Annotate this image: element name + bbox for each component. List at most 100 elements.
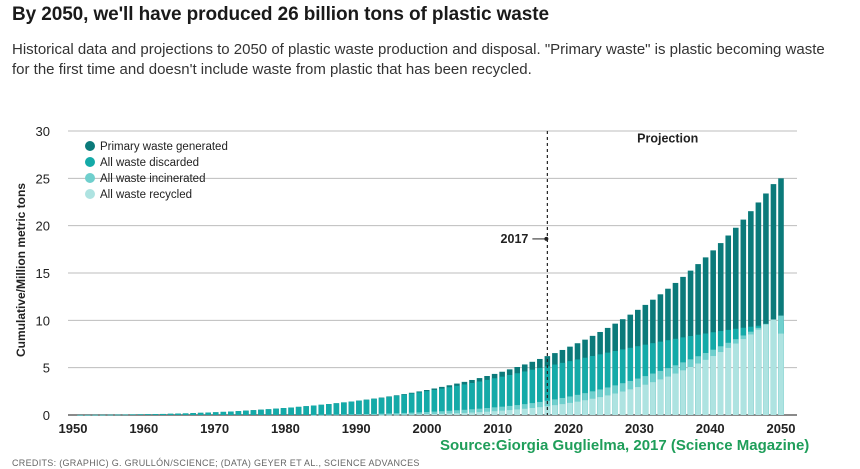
bar-all-waste-recycled bbox=[559, 404, 566, 415]
x-tick-label: 2050 bbox=[767, 421, 796, 436]
bar-all-waste-recycled bbox=[604, 395, 611, 415]
bar-all-waste-recycled bbox=[763, 324, 769, 415]
y-tick-label: 10 bbox=[36, 313, 50, 328]
bar-all-waste-incinerated bbox=[491, 407, 498, 415]
bar-all-waste-discarded bbox=[574, 359, 581, 415]
bar-all-waste-recycled bbox=[461, 412, 468, 415]
bar-all-waste-discarded bbox=[378, 397, 385, 415]
bar-all-waste-discarded bbox=[567, 361, 573, 415]
bar-all-waste-incinerated bbox=[401, 412, 407, 415]
bar-all-waste-recycled bbox=[725, 347, 732, 415]
bar-all-waste-incinerated bbox=[371, 413, 377, 415]
bar-all-waste-recycled bbox=[521, 408, 528, 415]
bar-all-waste-discarded bbox=[552, 364, 558, 415]
bar-all-waste-discarded bbox=[514, 373, 520, 415]
legend-label: All waste discarded bbox=[100, 157, 199, 169]
bar-all-waste-discarded bbox=[145, 414, 151, 415]
bar-all-waste-incinerated bbox=[356, 414, 362, 415]
bar-all-waste-recycled bbox=[582, 400, 588, 415]
bar-all-waste-discarded bbox=[491, 378, 498, 415]
bar-all-waste-discarded bbox=[190, 413, 196, 415]
bar-primary-waste-generated bbox=[725, 235, 732, 415]
bar-all-waste-discarded bbox=[182, 413, 189, 415]
bar-all-waste-recycled bbox=[484, 411, 490, 415]
bar-all-waste-recycled bbox=[589, 398, 596, 415]
bar-all-waste-recycled bbox=[635, 387, 641, 415]
bar-primary-waste-generated bbox=[740, 219, 747, 415]
bar-all-waste-discarded bbox=[310, 405, 317, 415]
bar-all-waste-recycled bbox=[439, 413, 445, 415]
bar-all-waste-discarded bbox=[582, 357, 588, 415]
y-tick-label: 30 bbox=[36, 124, 50, 139]
bar-all-waste-discarded bbox=[408, 393, 415, 415]
y-axis-label: Cumulative/Million metric tons bbox=[14, 183, 28, 357]
bar-all-waste-discarded bbox=[559, 362, 566, 415]
bar-primary-waste-generated bbox=[770, 184, 777, 415]
legend: Primary waste generated All waste discard… bbox=[85, 141, 228, 201]
bar-all-waste-discarded bbox=[612, 351, 618, 415]
bar-all-waste-discarded bbox=[401, 394, 407, 415]
bar-all-waste-discarded bbox=[446, 387, 453, 415]
annotation-pointer-dot bbox=[544, 236, 549, 241]
bar-all-waste-discarded bbox=[356, 400, 362, 415]
bar-all-waste-recycled bbox=[702, 359, 709, 415]
bar-all-waste-discarded bbox=[303, 406, 309, 415]
bar-all-waste-discarded bbox=[205, 412, 211, 415]
bar-all-waste-recycled bbox=[627, 389, 634, 415]
bar-all-waste-recycled bbox=[597, 397, 603, 415]
bar-all-waste-recycled bbox=[740, 339, 747, 415]
bar-all-waste-discarded bbox=[589, 356, 596, 415]
x-tick-labels: 1950 1960 1970 1980 1990 2000 2010 2020 2030 2040… bbox=[59, 421, 796, 436]
bar-all-waste-discarded bbox=[122, 414, 129, 416]
bar-all-waste-incinerated bbox=[431, 411, 438, 415]
bar-all-waste-discarded bbox=[250, 410, 257, 415]
bar-all-waste-recycled bbox=[454, 413, 460, 415]
bar-all-waste-discarded bbox=[416, 392, 423, 415]
bar-all-waste-incinerated bbox=[378, 413, 385, 415]
bar-all-waste-discarded bbox=[258, 409, 264, 415]
bar-all-waste-discarded bbox=[107, 414, 114, 416]
bar-all-waste-incinerated bbox=[310, 414, 317, 416]
y-tick-labels: 0 5 10 15 20 25 30 bbox=[36, 124, 50, 423]
bar-all-waste-discarded bbox=[521, 371, 528, 415]
bar-all-waste-recycled bbox=[665, 376, 671, 415]
legend-swatch bbox=[85, 189, 95, 199]
bar-all-waste-discarded bbox=[604, 352, 611, 415]
bar-all-waste-incinerated bbox=[484, 407, 490, 415]
source-note: Source:Giorgia Guglielma, 2017 (Science … bbox=[440, 437, 810, 454]
bar-all-waste-incinerated bbox=[408, 412, 415, 415]
bar-all-waste-discarded bbox=[386, 396, 392, 415]
bar-all-waste-discarded bbox=[348, 401, 355, 415]
x-tick-label: 2030 bbox=[625, 421, 654, 436]
bar-all-waste-discarded bbox=[152, 414, 159, 415]
bar-all-waste-discarded bbox=[197, 412, 204, 415]
bar-all-waste-recycled bbox=[574, 401, 581, 415]
y-tick-label: 15 bbox=[36, 266, 50, 281]
projection-label: Projection bbox=[637, 132, 698, 146]
y-tick-label: 0 bbox=[43, 408, 50, 423]
bar-all-waste-discarded bbox=[469, 383, 475, 415]
credits-note: CREDITS: (GRAPHIC) G. GRULLÓN/SCIENCE; (… bbox=[12, 458, 420, 468]
bar-all-waste-discarded bbox=[371, 398, 377, 415]
bar-all-waste-discarded bbox=[529, 369, 536, 415]
bar-all-waste-incinerated bbox=[423, 411, 430, 415]
bar-all-waste-recycled bbox=[446, 413, 453, 415]
bar-all-waste-recycled bbox=[612, 393, 618, 415]
legend-swatch bbox=[85, 141, 95, 151]
x-tick-label: 2000 bbox=[413, 421, 442, 436]
x-tick-label: 1990 bbox=[342, 421, 371, 436]
legend-label: All waste recycled bbox=[100, 189, 192, 201]
bar-primary-waste-generated bbox=[748, 211, 754, 415]
bar-all-waste-discarded bbox=[160, 413, 166, 415]
bar-all-waste-discarded bbox=[235, 411, 242, 415]
bar-all-waste-recycled bbox=[657, 379, 664, 415]
bar-all-waste-discarded bbox=[484, 379, 490, 415]
bar-all-waste-discarded bbox=[341, 402, 347, 415]
bar-all-waste-incinerated bbox=[363, 414, 370, 415]
x-tick-label: 2020 bbox=[554, 421, 583, 436]
bar-all-waste-incinerated bbox=[416, 412, 423, 415]
y-tick-label: 25 bbox=[36, 171, 50, 186]
bar-all-waste-discarded bbox=[619, 349, 626, 415]
bar-all-waste-discarded bbox=[333, 403, 340, 415]
